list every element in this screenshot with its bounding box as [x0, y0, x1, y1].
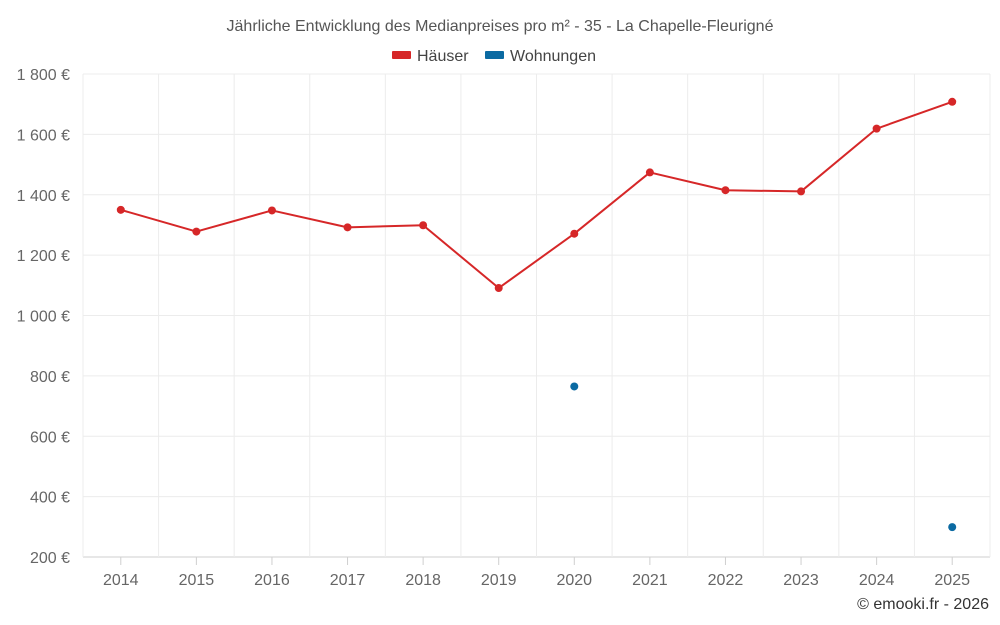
x-tick-label: 2022: [708, 572, 744, 589]
legend-label-wohnungen[interactable]: Wohnungen: [510, 48, 596, 65]
x-tick-label: 2017: [330, 572, 366, 589]
legend-swatch-haeuser: [392, 51, 411, 59]
x-tick-label: 2023: [783, 572, 819, 589]
x-tick-label: 2016: [254, 572, 290, 589]
data-point-haeuser-2020[interactable]: [570, 229, 579, 238]
legend-label-haeuser[interactable]: Häuser: [417, 48, 469, 65]
chart-title: Jährliche Entwicklung des Medianpreises …: [227, 18, 774, 35]
data-point-haeuser-2021[interactable]: [645, 168, 654, 177]
data-point-haeuser-2017[interactable]: [343, 223, 352, 232]
y-tick-label: 800 €: [30, 369, 70, 386]
x-tick-label: 2025: [934, 572, 970, 589]
x-tick-label: 2019: [481, 572, 517, 589]
y-tick-label: 1 200 €: [17, 248, 70, 265]
y-tick-label: 200 €: [30, 550, 70, 567]
series-layer: [116, 97, 957, 532]
y-tick-label: 400 €: [30, 490, 70, 507]
data-point-haeuser-2024[interactable]: [872, 124, 881, 133]
x-tick-label: 2015: [179, 572, 215, 589]
data-point-haeuser-2022[interactable]: [721, 186, 730, 195]
x-axis: 2014 2015 2016 2017 2018 2019 2020 2021 2022 2023…: [103, 557, 970, 589]
data-point-haeuser-2025[interactable]: [948, 97, 957, 106]
y-tick-label: 600 €: [30, 429, 70, 446]
legend-swatch-wohnungen: [485, 51, 504, 59]
data-point-wohnungen-2020[interactable]: [570, 382, 579, 391]
data-point-haeuser-2019[interactable]: [494, 284, 503, 293]
x-tick-label: 2014: [103, 572, 139, 589]
x-tick-label: 2024: [859, 572, 895, 589]
chart-legend: Häuser Wohnungen: [392, 48, 596, 65]
y-tick-label: 1 000 €: [17, 309, 70, 326]
y-tick-label: 1 400 €: [17, 188, 70, 205]
x-tick-label: 2021: [632, 572, 668, 589]
y-axis: 200 € 400 € 600 € 800 € 1 000 € 1 200 € 1 400 …: [17, 67, 70, 567]
data-point-wohnungen-2025[interactable]: [948, 523, 957, 532]
data-point-haeuser-2016[interactable]: [267, 206, 276, 215]
x-tick-label: 2018: [405, 572, 441, 589]
data-point-haeuser-2015[interactable]: [192, 227, 201, 236]
chart-grid: [82, 73, 991, 558]
x-tick-label: 2020: [556, 572, 592, 589]
data-point-haeuser-2018[interactable]: [419, 221, 428, 230]
y-tick-label: 1 800 €: [17, 67, 70, 84]
data-point-haeuser-2023[interactable]: [797, 187, 806, 196]
series-line-0: [120, 100, 953, 290]
data-point-haeuser-2014[interactable]: [116, 205, 125, 214]
credit-text: © emooki.fr - 2026: [857, 596, 989, 613]
y-tick-label: 1 600 €: [17, 127, 70, 144]
